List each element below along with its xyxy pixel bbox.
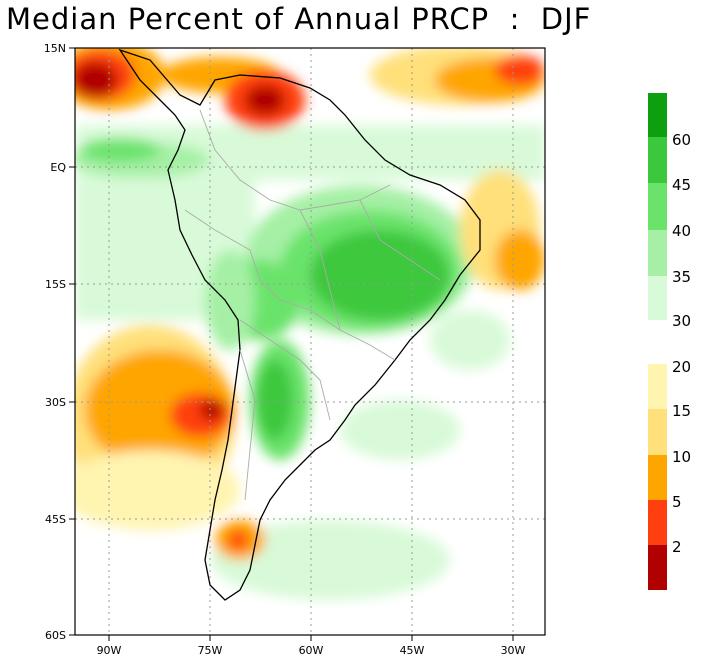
shaded-field bbox=[75, 48, 545, 635]
lat-label-eq: EQ bbox=[50, 161, 66, 174]
cb-swatch-green-4 bbox=[648, 230, 667, 276]
lat-label-30s: 30S bbox=[45, 396, 66, 409]
cb-label-60: 60 bbox=[672, 131, 692, 149]
cb-label-35: 35 bbox=[672, 268, 692, 286]
cb-label-5: 5 bbox=[672, 493, 682, 511]
map-title: Median Percent of Annual PRCP : DJF bbox=[6, 2, 592, 36]
lat-label-45s: 45S bbox=[45, 513, 66, 526]
cb-label-45: 45 bbox=[672, 176, 692, 194]
cb-swatch-green-2 bbox=[648, 137, 667, 183]
lat-label-15n: 15N bbox=[43, 42, 66, 55]
lat-label-15s: 15S bbox=[45, 278, 66, 291]
cb-swatch-yellow-1 bbox=[648, 364, 667, 409]
cb-label-15: 15 bbox=[672, 402, 692, 420]
graticule bbox=[75, 48, 545, 635]
country-borders bbox=[184, 109, 441, 501]
lon-label-60w: 60W bbox=[298, 644, 324, 657]
axis-ticks bbox=[69, 47, 514, 641]
cb-label-40: 40 bbox=[672, 222, 692, 240]
coastline bbox=[118, 48, 481, 601]
lon-label-75w: 75W bbox=[197, 644, 223, 657]
lon-label-45w: 45W bbox=[399, 644, 425, 657]
cb-label-20: 20 bbox=[672, 358, 692, 376]
lon-label-90w: 90W bbox=[96, 644, 122, 657]
cb-swatch-green-5 bbox=[648, 276, 667, 320]
cb-swatch-red bbox=[648, 500, 667, 545]
cb-label-10: 10 bbox=[672, 448, 692, 466]
cb-swatch-orange bbox=[648, 455, 667, 500]
lon-label-30w: 30W bbox=[500, 644, 526, 657]
cb-swatch-yellow-2 bbox=[648, 409, 667, 455]
cb-swatch-green-1 bbox=[648, 93, 667, 137]
cb-swatch-green-3 bbox=[648, 183, 667, 230]
cb-label-30: 30 bbox=[672, 312, 692, 330]
cb-swatch-darkred bbox=[648, 545, 667, 590]
lat-label-60s: 60S bbox=[45, 629, 66, 642]
plot-frame bbox=[74, 47, 546, 636]
cb-label-2: 2 bbox=[672, 538, 682, 556]
